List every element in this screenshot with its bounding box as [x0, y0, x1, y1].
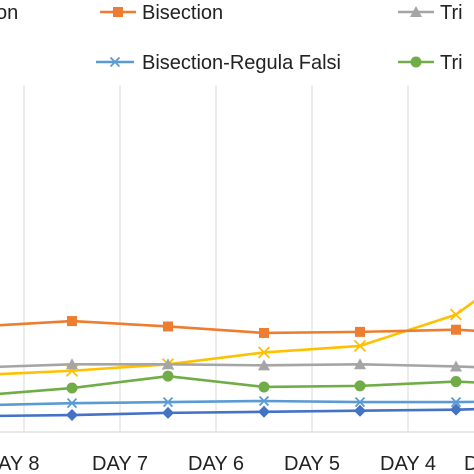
- x-tick-label: AY 8: [0, 453, 40, 474]
- series-5-point: [258, 381, 270, 393]
- series-3-point: [354, 358, 366, 370]
- legend-swatch-marker: [410, 6, 422, 17]
- legend-item: Tri: [398, 52, 463, 74]
- series-2-point: [67, 316, 77, 327]
- legend-swatch-marker: [109, 56, 121, 68]
- series-3: [0, 358, 474, 372]
- series-5: [0, 370, 474, 396]
- series-4-point: [354, 396, 366, 408]
- series-4-point: [258, 395, 270, 407]
- legend-label: Tri: [440, 52, 463, 74]
- series-2-point: [451, 324, 461, 335]
- series-2-point: [259, 327, 269, 338]
- legend-label: on: [0, 2, 18, 24]
- series-6-point: [353, 339, 367, 353]
- series-2-point: [355, 326, 365, 337]
- legend-item: Tri: [398, 2, 463, 24]
- series-1-point: [66, 409, 78, 422]
- series-4-point: [162, 396, 174, 408]
- series-1-point: [162, 406, 174, 419]
- legend-label: Bisection-Regula Falsi: [142, 52, 341, 74]
- series-6: [0, 299, 474, 377]
- series-1: [0, 403, 474, 422]
- legend: on Bisection Tri Bisection-Regula Falsi Tri: [0, 2, 463, 74]
- series-2: [0, 316, 474, 338]
- x-tick-label: DAY 4: [380, 453, 436, 474]
- series-4: [0, 395, 474, 409]
- series-3-point: [162, 358, 174, 370]
- series-3-point: [450, 360, 462, 372]
- legend-item: Bisection-Regula Falsi: [96, 52, 341, 74]
- gridlines: [23, 85, 409, 432]
- series-2-point: [163, 321, 173, 332]
- series-6-point: [257, 346, 271, 359]
- series-group: [0, 299, 474, 422]
- series-3-point: [66, 358, 78, 370]
- series-6-point: [449, 308, 463, 321]
- series-4-point: [66, 398, 78, 409]
- legend-item: on: [0, 2, 18, 24]
- series-3-point: [258, 359, 270, 371]
- series-1-point: [354, 404, 366, 417]
- series-5-point: [450, 376, 462, 388]
- x-tick-label: DAY 7: [92, 453, 148, 474]
- legend-label: Bisection: [142, 2, 223, 24]
- series-5-point: [354, 380, 366, 392]
- legend-swatch-marker: [113, 7, 123, 17]
- legend-label: Tri: [440, 2, 463, 24]
- series-5-point: [162, 370, 174, 382]
- series-4-point: [450, 396, 462, 408]
- series-1-point: [258, 405, 270, 418]
- x-tick-label: D: [464, 453, 474, 474]
- series-6-line: [0, 299, 474, 376]
- series-5-point: [66, 382, 78, 394]
- x-tick-label: DAY 5: [284, 453, 340, 474]
- legend-item: Bisection: [100, 2, 223, 24]
- x-tick-labels: AY 8 DAY 7 DAY 6 DAY 5 DAY 4 D: [0, 453, 474, 474]
- legend-swatch-marker: [410, 56, 422, 68]
- x-tick-label: DAY 6: [188, 453, 244, 474]
- series-1-point: [450, 403, 462, 416]
